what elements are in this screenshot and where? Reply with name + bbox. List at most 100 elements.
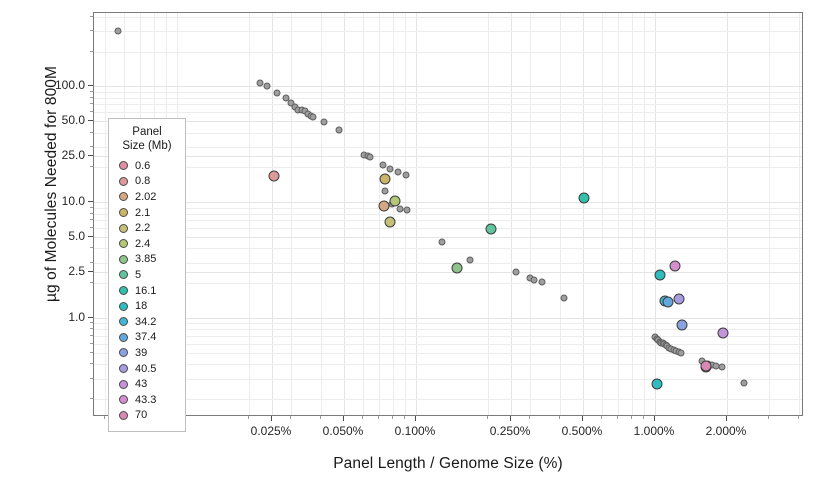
x-axis-tick: [510, 416, 512, 421]
legend-item-2-1[interactable]: 2.1: [115, 205, 179, 221]
y-axis-tick-label: 1.0: [68, 310, 85, 325]
x-axis-tick-minor: [377, 416, 379, 419]
legend-item-label: 39: [135, 346, 148, 359]
legend-item-2-02[interactable]: 2.02: [115, 189, 179, 205]
legend-item-2-2[interactable]: 2.2: [115, 220, 179, 236]
y-axis-tick-minor: [90, 352, 93, 353]
legend-panel[interactable]: Panel Size (Mb) 0.6 0.8 2.02 2.1 2.2 2.4 3.85 5…: [108, 118, 186, 433]
gridline-horizontal: [94, 248, 802, 250]
legend-item-label: 43: [135, 378, 148, 391]
legend-swatch-icon: [119, 239, 128, 249]
legend-title: Panel Size (Mb): [115, 126, 179, 153]
y-axis-tick-label: 5.0: [68, 229, 85, 244]
y-axis-tick-label: 25.0: [61, 148, 85, 163]
gridline-horizontal: [94, 220, 802, 222]
data-point-43: [717, 327, 729, 339]
legend-item-37-4[interactable]: 37.4: [115, 330, 179, 346]
y-axis-tick: [88, 85, 93, 87]
data-point-18: [654, 269, 666, 281]
gridline-horizontal-major: [94, 121, 802, 123]
data-point: [309, 113, 317, 120]
legend-item-3-85[interactable]: 3.85: [115, 252, 179, 268]
legend-item-label: 40.5: [135, 362, 157, 375]
legend-item-16-1[interactable]: 16.1: [115, 283, 179, 299]
gridline-horizontal: [94, 378, 802, 380]
data-point: [320, 118, 328, 126]
x-axis-tick-minor: [103, 416, 105, 419]
legend-title-line1: Panel: [132, 126, 162, 138]
data-point: [335, 126, 343, 134]
y-axis-tick-minor: [90, 322, 93, 324]
gridline-horizontal: [94, 283, 802, 285]
legend-swatch-icon: [119, 254, 128, 264]
y-axis-tick-minor: [90, 398, 93, 400]
y-axis-tick-minor: [90, 247, 93, 249]
gridline-horizontal: [94, 91, 802, 93]
legend-item-5[interactable]: 5: [115, 267, 179, 283]
legend-item-34-2[interactable]: 34.2: [115, 314, 179, 330]
gridline-horizontal: [94, 364, 802, 366]
legend-item-43-3[interactable]: 43.3: [115, 392, 179, 408]
legend-swatch-icon: [119, 192, 128, 202]
legend-item-label: 5: [135, 268, 142, 281]
data-point: [381, 187, 389, 195]
y-axis-title: µg of Molecules Needed for 800M: [43, 65, 60, 303]
legend-item-label: 2.2: [135, 222, 151, 235]
legend-item-70[interactable]: 70: [115, 408, 179, 424]
x-axis-tick-minor: [797, 416, 799, 419]
gridline-horizontal: [94, 329, 802, 331]
legend-item-0-6[interactable]: 0.6: [115, 158, 179, 174]
legend-item-label: 70: [135, 409, 148, 422]
data-point: [273, 89, 281, 97]
y-axis-tick-label: 50.0: [61, 113, 85, 128]
data-point: [718, 363, 726, 371]
x-axis-tick-minor: [617, 416, 618, 419]
data-point: [394, 168, 402, 176]
data-point-70: [700, 360, 712, 372]
gridline-horizontal-major: [94, 156, 802, 158]
legend-item-39[interactable]: 39: [115, 345, 179, 361]
gridline-horizontal: [94, 343, 802, 345]
data-point: [466, 256, 474, 264]
data-point: [263, 82, 271, 90]
x-axis-tick-minor: [601, 416, 602, 419]
legend-swatch-icon: [119, 317, 128, 327]
legend-item-2-4[interactable]: 2.4: [115, 236, 179, 252]
x-axis-tick: [271, 416, 272, 421]
y-axis-tick: [88, 120, 93, 122]
data-point: [677, 349, 685, 357]
gridline-horizontal: [94, 16, 802, 18]
x-axis-tick: [343, 416, 344, 421]
legend-item-18[interactable]: 18: [115, 298, 179, 314]
legend-swatch-icon: [119, 395, 128, 405]
data-point: [256, 79, 264, 86]
data-point: [530, 276, 538, 284]
y-axis-tick-minor: [90, 212, 93, 214]
data-point-37-4: [662, 296, 674, 308]
data-point-2-4: [389, 195, 401, 207]
y-axis-tick-minor: [90, 90, 93, 92]
legend-swatch-icon: [119, 223, 128, 233]
gridline-horizontal: [94, 213, 802, 215]
data-point-39: [676, 319, 688, 330]
data-point: [396, 205, 404, 213]
legend-item-43[interactable]: 43: [115, 376, 179, 392]
legend-item-label: 43.3: [135, 393, 157, 406]
legend-item-0-8[interactable]: 0.8: [115, 174, 179, 190]
legend-title-line2: Size (Mb): [122, 139, 172, 152]
x-axis-tick-minor: [361, 416, 363, 419]
data-point: [512, 268, 520, 276]
y-axis-tick-minor: [90, 342, 93, 344]
data-point-0-8: [268, 170, 280, 181]
legend-item-label: 2.4: [135, 237, 151, 250]
legend-item-label: 2.02: [135, 190, 157, 203]
data-point-18: [651, 378, 663, 390]
legend-swatch-icon: [119, 379, 128, 389]
legend-item-40-5[interactable]: 40.5: [115, 361, 179, 377]
gridline-horizontal: [94, 262, 802, 264]
x-axis-tick-label: 0.100%: [394, 424, 436, 438]
y-axis-tick-minor: [90, 261, 93, 263]
gridline-horizontal: [94, 31, 802, 33]
x-axis-tick-label: 0.025%: [250, 424, 292, 438]
